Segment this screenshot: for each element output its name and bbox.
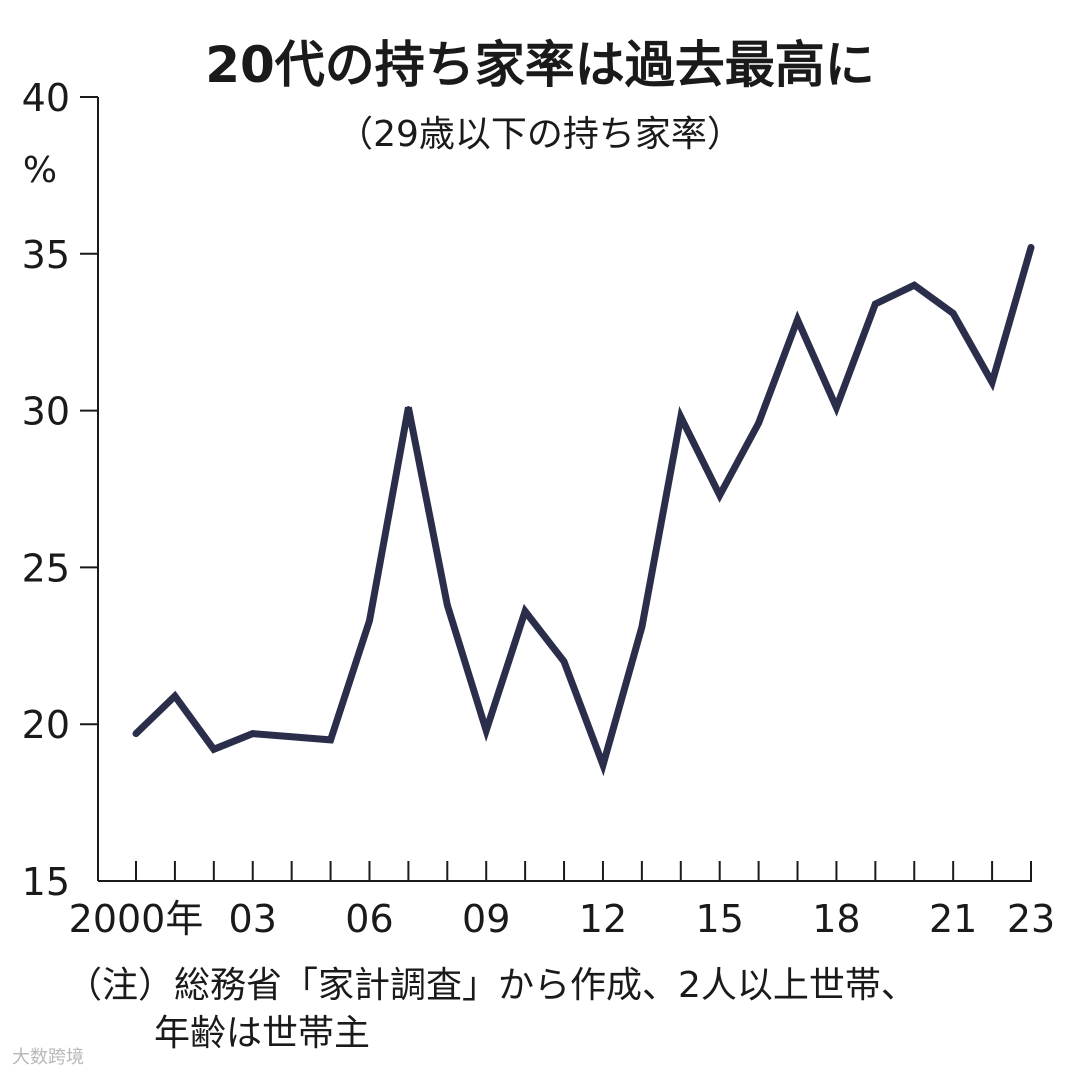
data-point (679, 415, 683, 419)
data-point (212, 747, 216, 751)
x-ticks: 2000年 03 06 09 12 15 18 21 23 (69, 861, 1055, 941)
y-tick-label: 25 (22, 546, 70, 590)
data-point (796, 318, 799, 322)
data-point (251, 732, 255, 736)
data-point (912, 283, 916, 287)
source-note: （注）総務省「家計調査」から作成、2人以上世帯、 年齢は世帯主 (66, 962, 1056, 1058)
x-tick-label: 21 (929, 897, 977, 941)
x-tick-label: 06 (345, 897, 393, 941)
y-tick-label: 30 (22, 390, 70, 434)
data-point (445, 603, 449, 607)
data-point (718, 493, 722, 497)
data-point (601, 763, 605, 767)
data-point (640, 625, 644, 629)
axes (97, 97, 1032, 882)
data-point (484, 729, 488, 732)
source-note-line-2: 年齢は世帯主 (154, 1013, 371, 1054)
x-tick-label: 15 (696, 897, 744, 941)
data-point (1029, 246, 1033, 249)
data-point (329, 738, 333, 742)
y-axis-unit-label: % (23, 150, 57, 191)
x-tick-label: 03 (229, 897, 277, 941)
data-point (562, 660, 566, 663)
data-point (368, 619, 371, 623)
data-point (990, 380, 994, 384)
x-tick-label: 2000年 (69, 897, 204, 941)
x-tick-label: 18 (812, 897, 860, 941)
series-line (132, 244, 1035, 777)
data-point (757, 421, 761, 425)
data-point (406, 406, 410, 409)
line-chart: 20代の持ち家率は過去最高に （29歳以下の持ち家率） % 15 20 25 30 35… (22, 36, 1056, 941)
y-tick-label: 35 (22, 233, 70, 277)
x-tick-label: 12 (579, 897, 627, 941)
data-point (173, 694, 177, 698)
data-point (134, 732, 138, 736)
x-tick-label: 23 (1007, 897, 1055, 941)
y-ticks: 15 20 25 30 35 40 (22, 76, 98, 904)
chart-title: 20代の持ち家率は過去最高に (205, 36, 875, 94)
y-tick-label: 15 (22, 860, 70, 904)
data-point (873, 302, 877, 306)
data-point (951, 311, 955, 315)
source-note-line-1: （注）総務省「家計調査」から作成、2人以上世帯、 (66, 965, 917, 1006)
watermark: 大数跨境 (12, 1047, 84, 1068)
y-tick-label: 20 (22, 703, 70, 747)
data-point (834, 406, 838, 409)
data-point (523, 609, 527, 613)
x-tick-label: 09 (462, 897, 510, 941)
chart-subtitle: （29歳以下の持ち家率） (337, 114, 743, 155)
series-group (132, 244, 1035, 777)
data-point (290, 735, 294, 739)
y-tick-label: 40 (22, 76, 70, 120)
